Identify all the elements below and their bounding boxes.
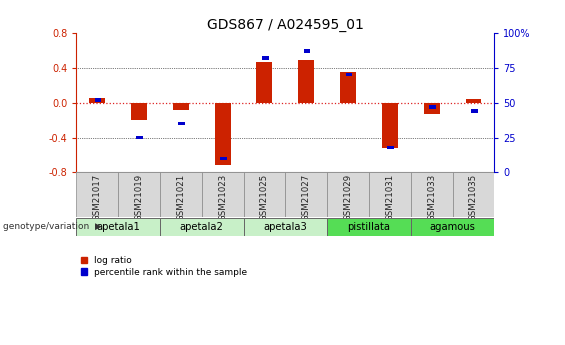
Bar <box>131 102 147 120</box>
Bar <box>327 172 369 217</box>
Text: agamous: agamous <box>429 222 476 232</box>
Bar <box>466 99 481 102</box>
Bar <box>160 172 202 217</box>
Bar <box>76 218 160 236</box>
Bar <box>215 102 231 166</box>
Bar <box>411 218 494 236</box>
Bar <box>424 102 440 114</box>
Bar <box>453 172 494 217</box>
Bar <box>429 105 436 109</box>
Bar <box>95 98 101 101</box>
Bar <box>262 56 268 60</box>
Text: GSM21027: GSM21027 <box>302 174 311 221</box>
Text: GSM21029: GSM21029 <box>344 174 353 221</box>
Bar <box>118 172 160 217</box>
Text: GSM21021: GSM21021 <box>176 174 185 221</box>
Text: GSM21033: GSM21033 <box>427 174 436 221</box>
Bar <box>369 172 411 217</box>
Bar <box>244 172 285 217</box>
Bar <box>285 172 327 217</box>
Bar <box>327 218 411 236</box>
Text: apetala2: apetala2 <box>180 222 224 232</box>
Bar <box>173 102 189 110</box>
Bar <box>304 49 310 53</box>
Bar <box>257 62 272 102</box>
Bar <box>471 109 477 113</box>
Bar <box>220 157 227 160</box>
Title: GDS867 / A024595_01: GDS867 / A024595_01 <box>207 18 364 32</box>
Text: genotype/variation  ▶: genotype/variation ▶ <box>3 222 102 231</box>
Bar <box>298 60 314 102</box>
Bar <box>160 218 244 236</box>
Bar <box>382 102 398 148</box>
Bar <box>346 73 352 77</box>
Bar <box>179 122 185 125</box>
Text: GSM21017: GSM21017 <box>93 174 102 221</box>
Bar <box>137 136 143 139</box>
Bar <box>411 172 453 217</box>
Bar <box>244 218 327 236</box>
Text: GSM21031: GSM21031 <box>385 174 394 221</box>
Legend: log ratio, percentile rank within the sample: log ratio, percentile rank within the sa… <box>81 256 247 277</box>
Text: GSM21019: GSM21019 <box>134 174 144 221</box>
Text: pistillata: pistillata <box>347 222 390 232</box>
Bar <box>89 98 105 102</box>
Text: GSM21035: GSM21035 <box>469 174 478 221</box>
Text: apetala1: apetala1 <box>96 222 140 232</box>
Text: GSM21025: GSM21025 <box>260 174 269 221</box>
Text: GSM21023: GSM21023 <box>218 174 227 221</box>
Bar <box>340 72 356 102</box>
Bar <box>202 172 244 217</box>
Bar <box>76 172 118 217</box>
Text: apetala3: apetala3 <box>263 222 307 232</box>
Bar <box>388 146 394 149</box>
